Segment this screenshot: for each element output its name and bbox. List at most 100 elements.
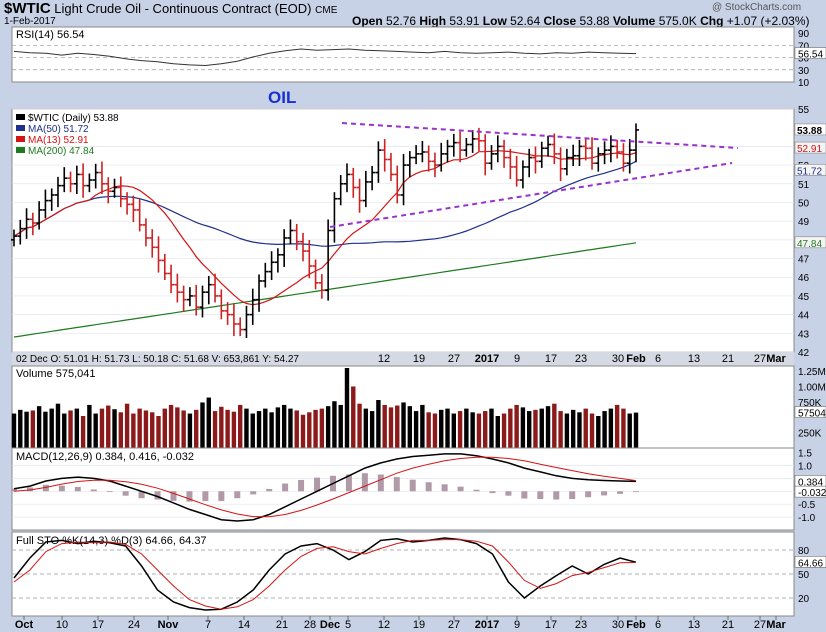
description-label: Light Crude Oil - Continuous Contract (E… (54, 1, 312, 16)
macd-histogram-bar (138, 491, 145, 499)
price-bar (570, 144, 577, 167)
volume-bar (388, 407, 394, 448)
volume-bar (621, 408, 626, 448)
volume-bar (168, 404, 174, 448)
price-bar (633, 123, 639, 163)
volume-bar (614, 404, 620, 448)
volume-bar (495, 416, 500, 448)
x-tick-label: 6 (655, 619, 661, 631)
price-bar (394, 165, 401, 204)
x-tick-label: Mar (766, 619, 786, 631)
volume-bar (545, 406, 551, 448)
y-tick-label: 46 (798, 273, 810, 284)
volume-bar (212, 411, 218, 448)
price-bar (80, 163, 87, 198)
y-tick-label: 51 (798, 180, 810, 191)
price-bar (130, 195, 137, 223)
volume-bar (206, 397, 211, 448)
legend-swatch (16, 147, 25, 153)
price-bar (287, 219, 294, 245)
price-bar (507, 148, 514, 180)
x-tick-label: 19 (413, 619, 425, 631)
y-tick-label: 1.25M (798, 367, 826, 378)
price-value-box (794, 236, 826, 249)
price-bar (23, 208, 30, 239)
x-tick-label: 9 (514, 619, 520, 631)
macd-histogram-bar (409, 479, 416, 492)
macd-histogram-bar (234, 491, 241, 499)
price-bar (274, 248, 281, 273)
x-tick-label: 7 (205, 619, 211, 631)
lower-trendline (329, 162, 733, 228)
price-bar (186, 287, 193, 307)
price-bar (513, 155, 520, 187)
macd-histogram-bar (11, 488, 17, 492)
volume-bar (307, 412, 312, 448)
price-bar (419, 140, 426, 163)
volume-bar (313, 409, 318, 448)
rsi-line (13, 48, 637, 67)
volume-bar (583, 408, 588, 448)
volume-bar (175, 407, 180, 448)
volume-bar (395, 405, 400, 448)
macd-histogram-bar (90, 489, 97, 492)
price-value-label: 52.91 (797, 144, 822, 155)
price-bar (482, 134, 489, 176)
volume-bar (351, 386, 356, 448)
x-tick-label: Mar (766, 353, 786, 365)
volume-bar (426, 412, 431, 448)
volume-bar (244, 408, 249, 448)
volume-bar (49, 408, 54, 448)
x-tick-label: 17 (92, 619, 104, 631)
y-tick-label: 44 (798, 311, 810, 322)
price-bar (350, 167, 357, 198)
stockcharts-watermark: @ StockCharts.com (712, 2, 802, 13)
volume-bar (294, 410, 299, 448)
macd-histogram-bar (617, 491, 624, 494)
volume-bar (564, 413, 570, 448)
volume-bar (200, 402, 205, 448)
volume-bar (55, 403, 61, 448)
volume-bar (570, 409, 576, 448)
x-tick-label: 21 (722, 619, 734, 631)
macd-histogram-bar (314, 477, 321, 492)
volume-bar (225, 409, 230, 448)
price-bar (199, 285, 206, 318)
volume-bar (552, 403, 557, 448)
price-value-label: 51.72 (797, 166, 822, 177)
y-tick-label: 64.66 (798, 558, 823, 569)
volume-bar (508, 408, 513, 448)
open-label: Open (352, 14, 383, 28)
price-bar (48, 188, 55, 211)
volume-bar (319, 408, 325, 448)
volume-bar (93, 413, 98, 448)
axis-value-box (794, 406, 826, 418)
macd-histogram-bar (521, 491, 528, 499)
price-bar (218, 289, 225, 320)
volume-bar (558, 411, 563, 448)
macd-histogram-bar (345, 474, 352, 492)
low-value: 52.64 (510, 14, 541, 28)
volume-bar (439, 409, 444, 448)
volume-bar (520, 407, 526, 448)
volume-bar (87, 404, 92, 448)
ma13-line (13, 150, 637, 306)
volume-bar (627, 413, 632, 448)
symbol-label: $WTIC (4, 0, 51, 17)
macd-histogram-bar (601, 491, 608, 496)
price-bar (431, 152, 438, 178)
volume-bar (181, 410, 186, 448)
low-label: Low (482, 14, 507, 28)
x-tick-label: 12 (378, 353, 390, 365)
price-bar (136, 198, 143, 232)
macd-histogram-bar (218, 491, 225, 502)
price-bar (488, 145, 495, 170)
x-tick-label: 13 (688, 353, 700, 365)
volume-bar (187, 413, 193, 448)
volume-bar (24, 411, 29, 448)
x-tick-label: 21 (276, 619, 288, 631)
volume-bar (62, 413, 67, 448)
volume-bar (106, 405, 111, 448)
